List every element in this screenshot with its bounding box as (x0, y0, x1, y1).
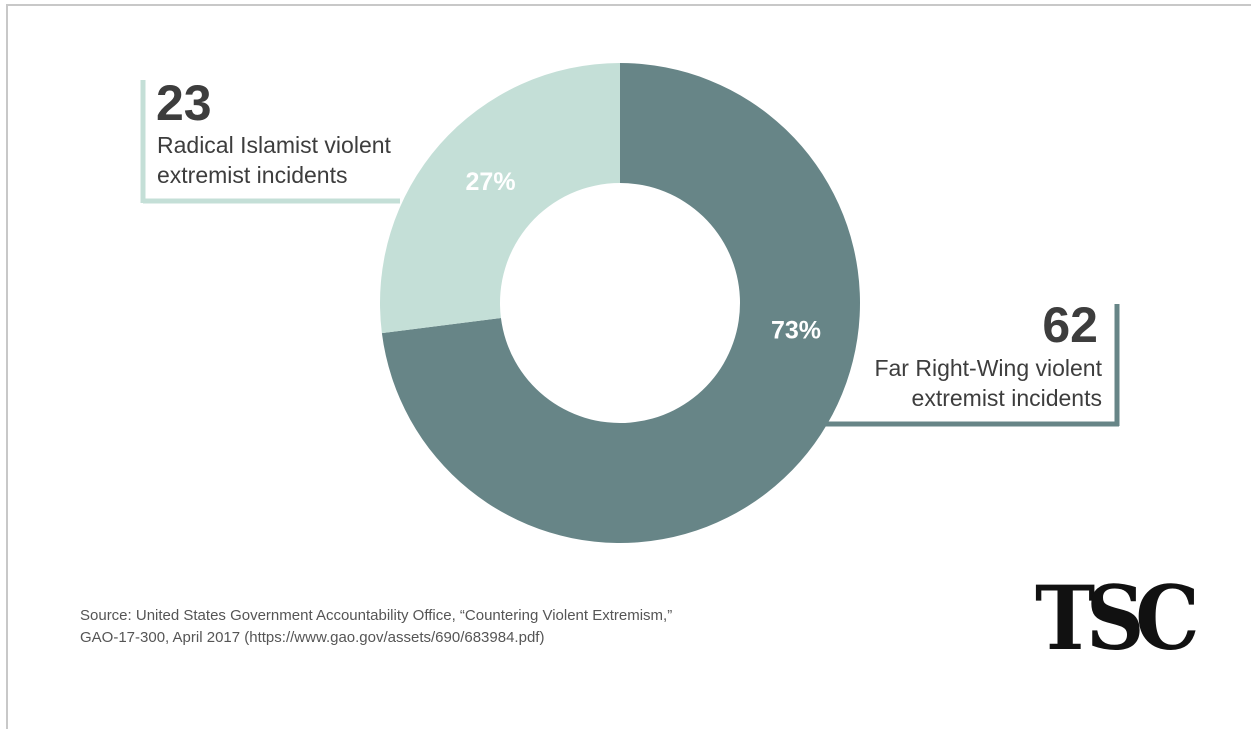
far-right-label-line1: Far Right-Wing violent (874, 355, 1102, 381)
radical-islamist-count: 23 (156, 75, 212, 131)
donut-percent-label-1: 27% (466, 168, 516, 196)
chart-frame (6, 4, 1251, 729)
radical-islamist-label: Radical Islamist violent extremist incid… (157, 130, 457, 190)
source-line-1: Source: United States Government Account… (80, 607, 673, 624)
donut-slice-0 (381, 63, 861, 544)
far-right-count: 62 (1042, 297, 1098, 353)
radical-islamist-label-line2: extremist incidents (157, 162, 348, 188)
donut-slice-1 (380, 63, 620, 334)
radical-islamist-label-line1: Radical Islamist violent (157, 132, 391, 158)
source-line-2: GAO-17-300, April 2017 (https://www.gao.… (80, 629, 545, 646)
far-right-label: Far Right-Wing violent extremist inciden… (820, 353, 1102, 413)
tsc-logo: TSC (1035, 566, 1200, 670)
donut-percent-label-0: 73% (771, 316, 821, 344)
source-note: Source: United States Government Account… (80, 605, 672, 649)
far-right-label-line2: extremist incidents (911, 385, 1102, 411)
